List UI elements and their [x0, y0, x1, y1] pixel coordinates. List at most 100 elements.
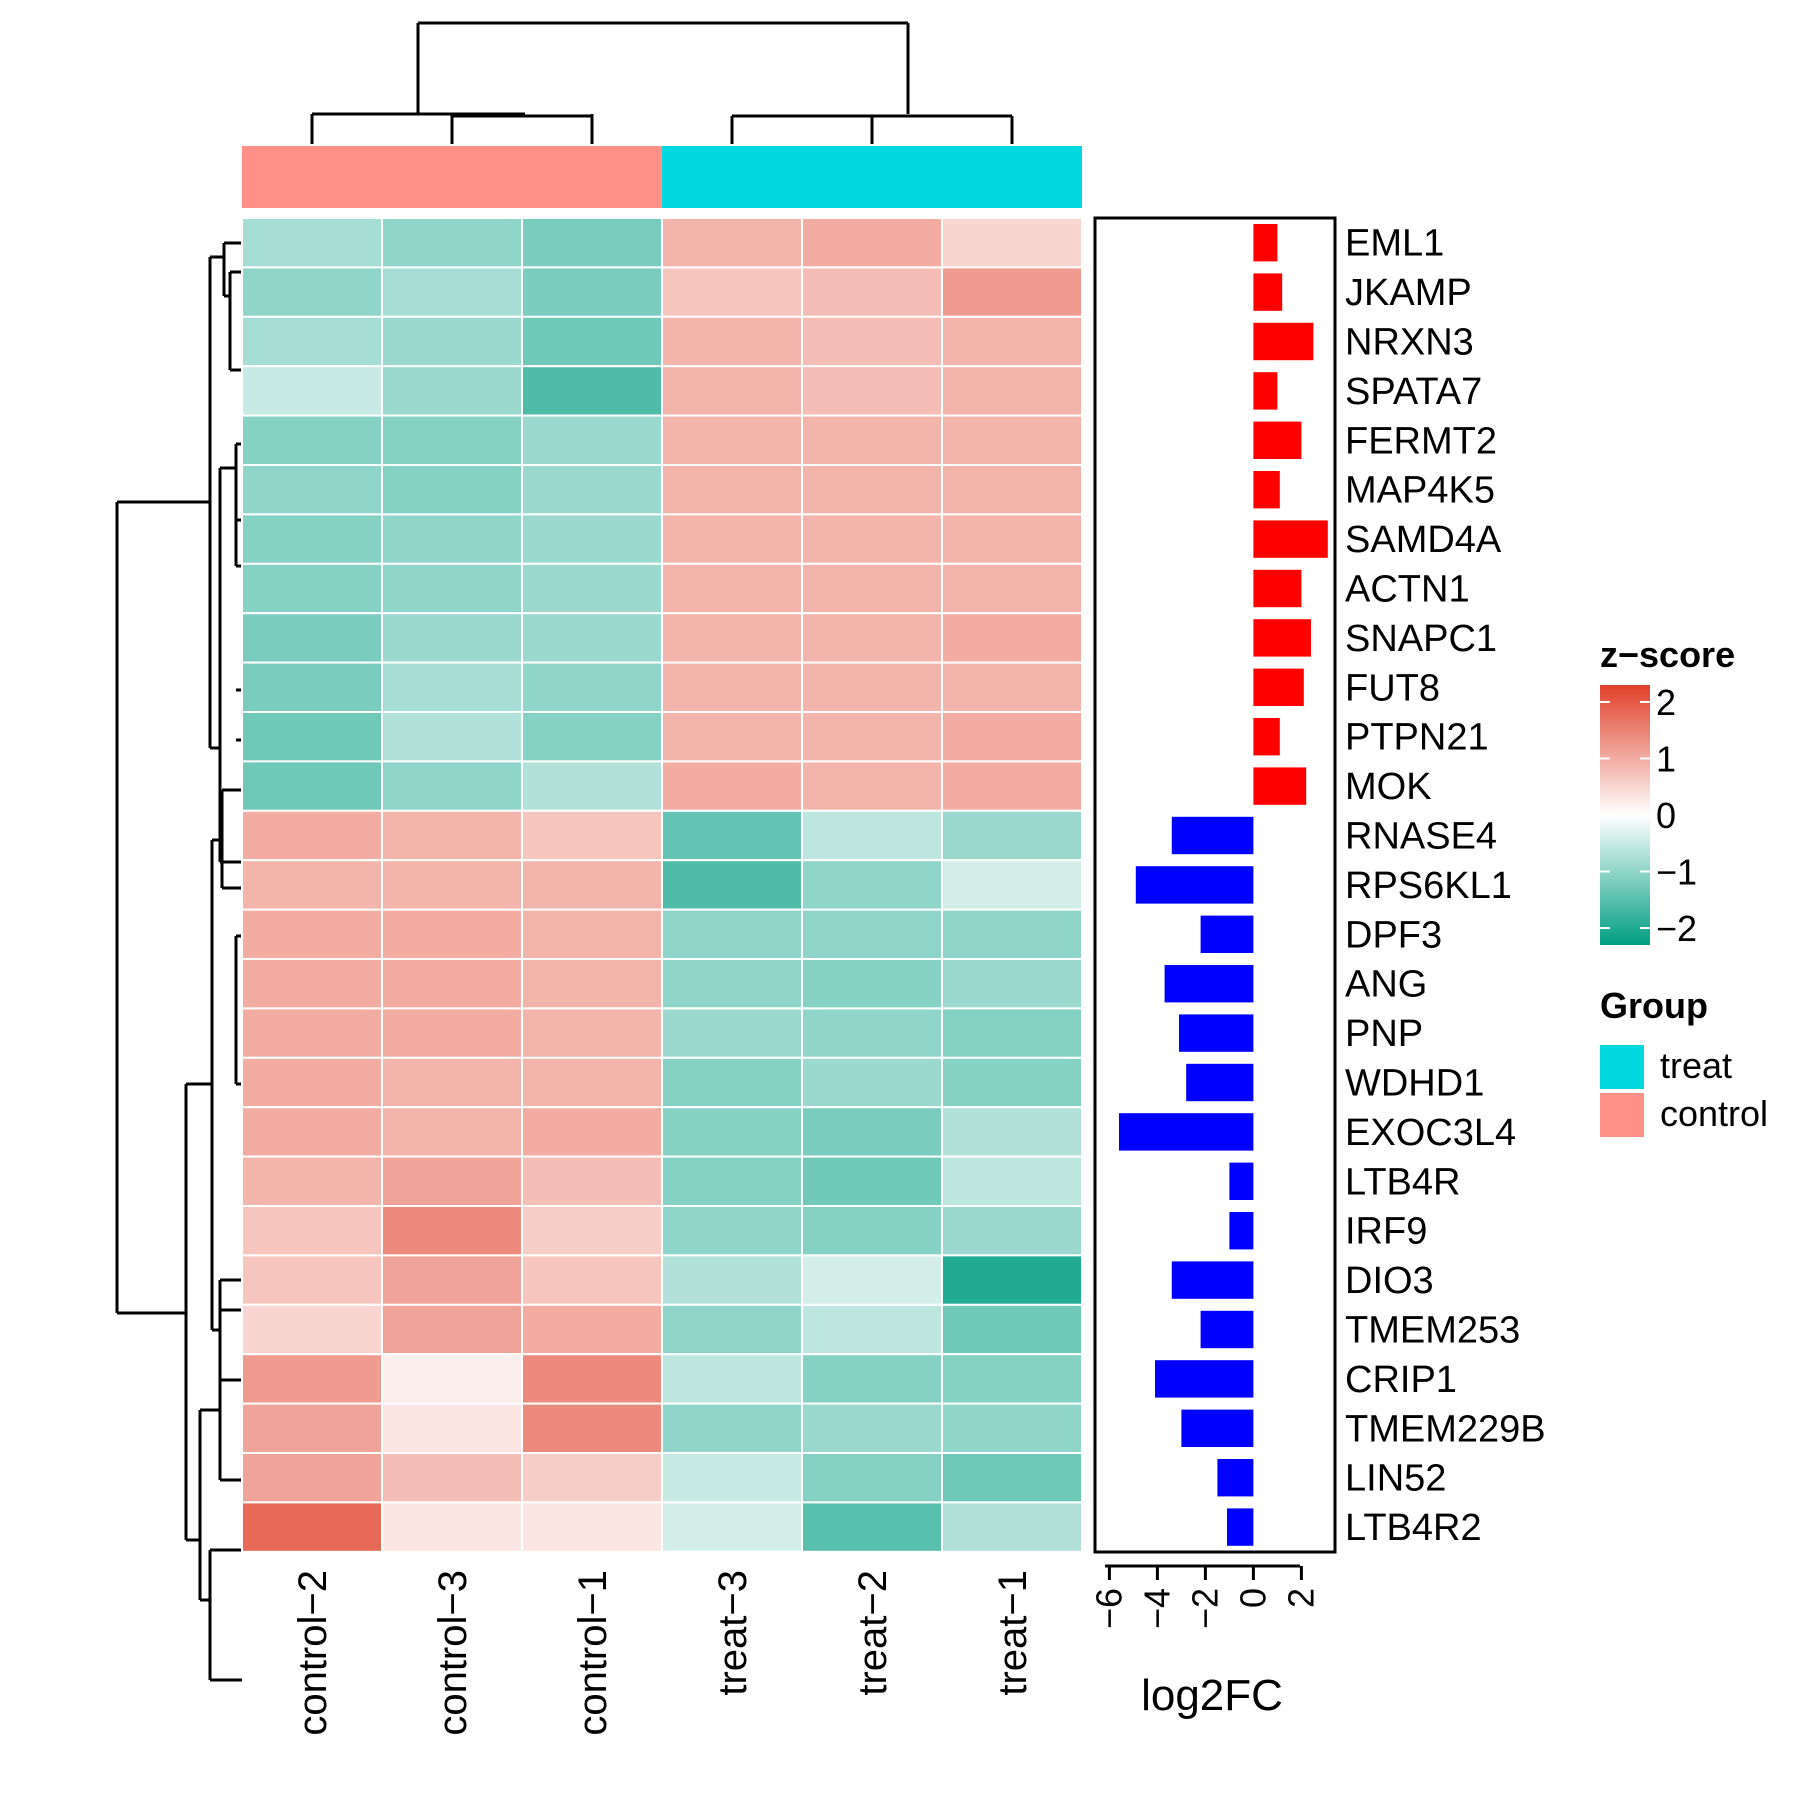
gene-label: WDHD1 — [1345, 1063, 1484, 1105]
heatmap-cell — [661, 464, 803, 516]
heatmap-cell — [241, 315, 383, 368]
heatmap-cell — [521, 1402, 663, 1454]
heatmap-cell — [381, 513, 523, 565]
gene-label: IRF9 — [1345, 1211, 1427, 1253]
gene-label: CRIP1 — [1345, 1359, 1457, 1401]
heatmap-cell — [241, 1056, 383, 1109]
heatmap-cell — [521, 1205, 663, 1257]
heatmap-cell — [241, 809, 383, 862]
heatmap-cell — [381, 315, 523, 368]
log2fc-bar — [1229, 1162, 1254, 1200]
heatmap-cell — [661, 612, 803, 664]
heatmap-cell — [661, 1353, 803, 1405]
heatmap-cell — [941, 661, 1083, 713]
heatmap-cell — [521, 760, 663, 812]
heatmap-cell — [241, 859, 383, 911]
colorbar-tick-label: −2 — [1656, 908, 1697, 949]
log2fc-bars — [1119, 224, 1328, 1546]
heatmap-cell — [801, 1155, 943, 1207]
gene-label: MAP4K5 — [1345, 470, 1495, 512]
gene-label: MOK — [1345, 766, 1432, 808]
heatmap-cell — [801, 661, 943, 713]
heatmap-cell — [521, 612, 663, 664]
heatmap-cell — [521, 1106, 663, 1158]
heatmap-cell — [941, 1353, 1083, 1405]
heatmap-cell — [241, 562, 383, 615]
heatmap-cell — [521, 562, 663, 615]
column-labels: control−2 control−3 control−1 treat−3 treat−… — [291, 1570, 1035, 1736]
heatmap-cell — [381, 1106, 523, 1158]
heatmap-cell — [801, 711, 943, 763]
log2fc-bar — [1253, 224, 1278, 262]
heatmap-cell — [241, 217, 383, 269]
log2fc-bar — [1217, 1459, 1254, 1497]
zscore-colorbar-ticks: 2 1 0 −1 −2 — [1600, 682, 1697, 949]
heatmap-cell — [241, 513, 383, 565]
gene-label: LTB4R — [1345, 1161, 1460, 1203]
log2fc-bar — [1229, 1212, 1254, 1250]
heatmap-cell — [941, 859, 1083, 911]
column-dendrogram — [310, 21, 1014, 144]
log2fc-tick-label: −4 — [1136, 1588, 1177, 1629]
heatmap-cell — [381, 1452, 523, 1504]
gene-label: DPF3 — [1345, 914, 1442, 956]
heatmap-cell — [801, 414, 943, 467]
log2fc-bar — [1200, 915, 1254, 953]
heatmap-cell — [801, 1106, 943, 1158]
heatmap-cell — [381, 760, 523, 812]
heatmap-cell — [661, 908, 803, 960]
heatmap-cell — [241, 266, 383, 318]
gene-label: FERMT2 — [1345, 420, 1497, 462]
heatmap-cell — [801, 859, 943, 911]
log2fc-bar — [1135, 866, 1254, 904]
heatmap-cell — [661, 1056, 803, 1109]
heatmap-cell — [381, 1254, 523, 1306]
row-dendrogram-branches — [115, 241, 242, 1682]
heatmap-cell — [521, 266, 663, 318]
log2fc-bar — [1253, 322, 1314, 361]
heatmap-cell — [521, 908, 663, 960]
heatmap-cell — [521, 513, 663, 565]
heatmap-cell — [521, 464, 663, 516]
group-annotation-bar — [242, 146, 1082, 208]
heatmap-cell — [661, 562, 803, 615]
heatmap-cell — [661, 315, 803, 368]
heatmap-cell — [801, 760, 943, 812]
log2fc-bar — [1164, 965, 1254, 1003]
heatmap-cell — [801, 315, 943, 368]
log2fc-bar — [1253, 569, 1302, 608]
heatmap-cell — [941, 1402, 1083, 1454]
column-label: treat−2 — [851, 1570, 895, 1696]
heatmap-cell — [241, 1007, 383, 1059]
heatmap-cell — [521, 711, 663, 763]
heatmap-cell — [241, 464, 383, 516]
heatmap-cell — [381, 908, 523, 960]
log2fc-panel: −6 −4 −2 0 2 log2FC — [1088, 216, 1337, 1720]
gene-label: JKAMP — [1345, 272, 1472, 314]
log2fc-bar — [1171, 816, 1254, 855]
heatmap-cell — [941, 562, 1083, 615]
column-label: control−1 — [571, 1570, 615, 1736]
heatmap-cell — [661, 760, 803, 812]
heatmap-cell — [241, 1155, 383, 1207]
heatmap-cell — [241, 760, 383, 812]
heatmap-cell — [241, 661, 383, 713]
heatmap-cell — [381, 266, 523, 318]
log2fc-bar — [1119, 1113, 1254, 1151]
heatmap-cell — [241, 1303, 383, 1356]
heatmap-cell — [661, 1303, 803, 1356]
column-label: control−3 — [431, 1570, 475, 1736]
gene-label: RNASE4 — [1345, 816, 1497, 858]
log2fc-bar — [1253, 421, 1302, 459]
heatmap-cell — [381, 562, 523, 615]
group-annotation-treat — [662, 146, 1082, 208]
heatmap-cell — [521, 1353, 663, 1405]
heatmap-cell — [381, 711, 523, 763]
heatmap-cell — [941, 958, 1083, 1010]
heatmap-cell — [941, 1155, 1083, 1207]
heatmap-cell — [941, 365, 1083, 417]
gene-label: RPS6KL1 — [1345, 865, 1512, 907]
heatmap-cell — [521, 1155, 663, 1207]
heatmap-cell — [381, 809, 523, 862]
heatmap-cell — [661, 1155, 803, 1207]
